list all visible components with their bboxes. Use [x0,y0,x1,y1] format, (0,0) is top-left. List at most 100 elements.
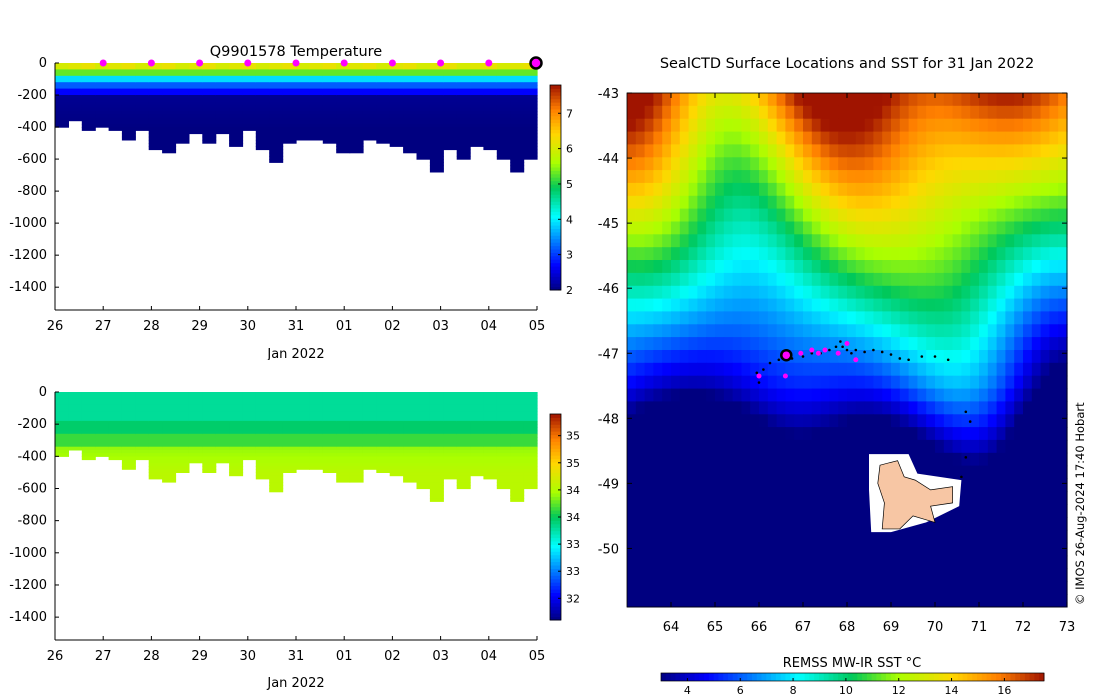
section-cell [389,443,404,448]
sst-cell [935,568,945,582]
daily-surface-marker [244,59,252,67]
section-cell [255,85,270,90]
sst-cell [987,311,998,325]
sst-cell [935,375,945,390]
sst-cell [1058,504,1068,518]
section-cell [416,417,431,422]
section-cell [496,120,511,125]
sst-cell [653,375,663,390]
sst-cell [987,157,998,171]
section-cell [510,395,525,399]
section-cell [483,398,498,403]
section-cell [282,85,297,90]
section-cell [121,107,136,112]
sst-cell [829,118,839,133]
sst-cell [1040,517,1050,531]
sst-cell [644,439,654,454]
section-cell [282,111,297,115]
sst-cell [732,170,742,184]
sst-cell [635,375,646,390]
section-cell [510,162,525,167]
sst-cell [899,311,910,325]
sst-cell [697,388,707,402]
section-cell [229,95,244,99]
section-cell [456,146,471,151]
sst-cell [767,529,778,544]
section-cell [68,398,83,403]
section-cell [443,107,458,112]
section-cell [55,75,69,80]
sst-cell [741,144,751,158]
sst-cell [1014,542,1024,557]
section-cell [429,168,444,173]
section-cell [470,449,485,454]
section-cell [443,469,458,473]
sst-cell [811,375,822,390]
sst-cell [882,118,892,133]
sst-cell [917,157,927,171]
section-cell [175,98,190,102]
section-cell [215,95,230,99]
section-cell [296,127,310,131]
sst-cell [627,208,637,222]
sst-cell [732,337,742,351]
sst-cell [644,542,654,557]
sst-cell [741,324,751,338]
sst-cell [750,529,760,544]
colorbar-cell [550,194,561,199]
section-cell [269,127,284,131]
sst-cell [952,195,962,210]
sst-cell [891,529,901,544]
section-cell [470,408,485,412]
section-cell [135,414,150,419]
section-cell [162,453,177,457]
colorbar-cell [871,673,877,681]
section-cell [443,417,458,422]
section-cell [188,75,203,80]
section-cell [242,392,257,396]
section-cell [496,472,511,477]
section-cell [282,133,297,138]
section-cell [202,408,217,412]
section-cell [68,107,83,112]
section-cell [215,75,230,80]
section-cell [296,446,310,451]
sst-cell [952,144,962,158]
section-cell [429,82,444,86]
section-cell [309,79,324,83]
section-cell [443,91,458,96]
sst-cell [882,272,892,287]
section-cell [121,459,136,464]
section-cell [95,98,110,102]
sst-cell [891,388,901,402]
section-cell [108,127,123,131]
sst-cell [697,401,707,415]
map-title: SealCTD Surface Locations and SST for 31… [660,56,1034,72]
sst-cell [1023,260,1033,274]
sst-cell [697,298,707,312]
section-cell [349,437,364,441]
section-cell [81,95,96,99]
sst-cell [926,439,936,454]
sst-cell [741,465,751,479]
sst-cell [996,581,1006,595]
section-cell [148,88,163,93]
section-cell [175,63,190,67]
sst-cell [987,131,998,145]
sst-cell [644,401,654,415]
sst-cell [688,465,698,479]
section-cell [215,414,230,419]
section-cell [322,420,337,425]
section-cell [349,123,364,128]
section-cell [148,127,163,131]
sst-cell [979,439,989,454]
sst-cell [635,517,646,531]
sst-cell [864,388,874,402]
sst-cell [785,465,795,479]
section-cell [510,482,525,486]
section-cell [202,449,217,454]
section-cell [229,398,244,403]
sst-cell [1005,504,1015,518]
section-cell [121,414,136,419]
colorbar-cell [550,228,561,233]
